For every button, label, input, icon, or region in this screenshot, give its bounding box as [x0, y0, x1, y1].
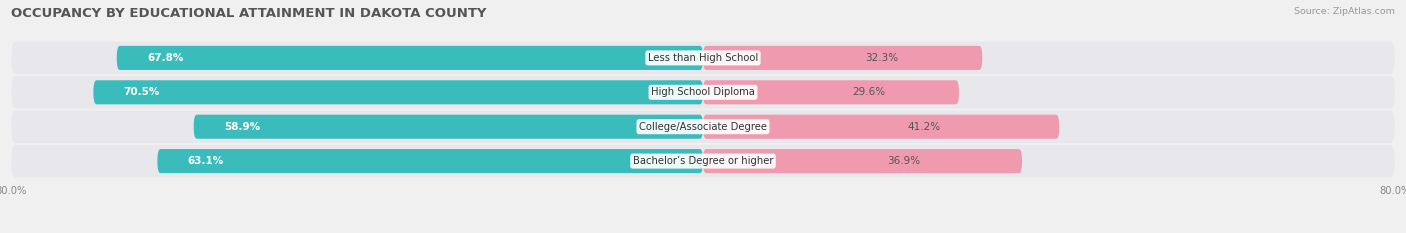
Text: Less than High School: Less than High School — [648, 53, 758, 63]
Text: 29.6%: 29.6% — [852, 87, 886, 97]
Text: 63.1%: 63.1% — [187, 156, 224, 166]
FancyBboxPatch shape — [703, 149, 1022, 173]
Text: 58.9%: 58.9% — [224, 122, 260, 132]
FancyBboxPatch shape — [11, 110, 1395, 143]
Text: 36.9%: 36.9% — [887, 156, 921, 166]
Text: College/Associate Degree: College/Associate Degree — [638, 122, 768, 132]
FancyBboxPatch shape — [194, 115, 703, 139]
FancyBboxPatch shape — [703, 115, 1059, 139]
Text: Source: ZipAtlas.com: Source: ZipAtlas.com — [1294, 7, 1395, 16]
Text: OCCUPANCY BY EDUCATIONAL ATTAINMENT IN DAKOTA COUNTY: OCCUPANCY BY EDUCATIONAL ATTAINMENT IN D… — [11, 7, 486, 20]
Text: High School Diploma: High School Diploma — [651, 87, 755, 97]
Text: Bachelor’s Degree or higher: Bachelor’s Degree or higher — [633, 156, 773, 166]
FancyBboxPatch shape — [93, 80, 703, 104]
FancyBboxPatch shape — [157, 149, 703, 173]
Text: 32.3%: 32.3% — [865, 53, 898, 63]
FancyBboxPatch shape — [703, 46, 983, 70]
FancyBboxPatch shape — [11, 145, 1395, 177]
FancyBboxPatch shape — [703, 80, 959, 104]
FancyBboxPatch shape — [11, 42, 1395, 74]
FancyBboxPatch shape — [11, 76, 1395, 109]
Text: 67.8%: 67.8% — [148, 53, 183, 63]
FancyBboxPatch shape — [117, 46, 703, 70]
Text: 41.2%: 41.2% — [908, 122, 941, 132]
Text: 70.5%: 70.5% — [124, 87, 160, 97]
